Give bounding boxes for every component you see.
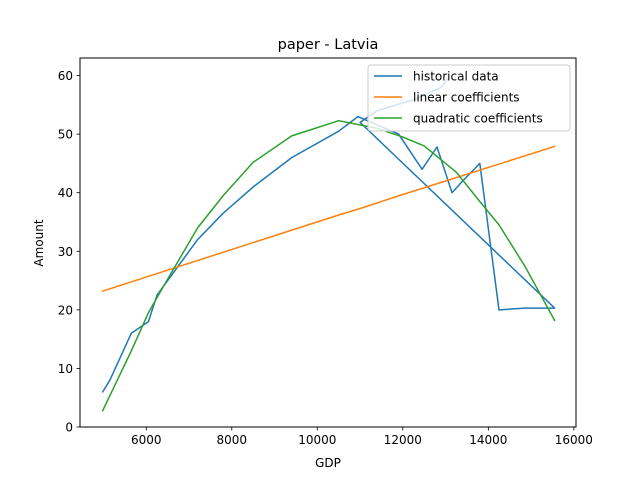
y-tick-label: 40 [58, 186, 73, 200]
x-tick-label: 8000 [217, 433, 248, 447]
y-tick-label: 50 [58, 128, 73, 142]
y-tick-label: 0 [65, 421, 73, 435]
y-tick-label: 20 [58, 303, 73, 317]
series-line-2 [101, 145, 556, 293]
plot-frame [79, 57, 577, 428]
y-axis-label: Amount [32, 219, 46, 266]
legend-label-2: linear coefficients [413, 91, 520, 105]
y-tick-label: 60 [58, 69, 73, 83]
x-tick-label: 14000 [469, 433, 507, 447]
legend-label-3: quadratic coefficients [413, 112, 543, 126]
legend-label-1: historical data [413, 70, 499, 84]
chart-title: paper - Latvia [278, 37, 379, 53]
x-axis-ticks: 6000 8000 10000 12000 14000 16000 [131, 427, 593, 447]
legend-box [367, 64, 571, 132]
series-line-1 [101, 77, 556, 393]
y-axis-ticks: 0 10 20 30 40 50 60 [58, 69, 80, 435]
x-tick-label: 16000 [555, 433, 593, 447]
legend: historical data linear coefficients quadra… [367, 64, 571, 132]
x-tick-label: 12000 [384, 433, 422, 447]
x-tick-label: 10000 [298, 433, 336, 447]
series-line-3 [101, 119, 556, 412]
x-axis-label: GDP [315, 456, 341, 470]
x-tick-label: 6000 [131, 433, 162, 447]
y-tick-label: 10 [58, 362, 73, 376]
series-layer [101, 77, 556, 412]
y-tick-label: 30 [58, 245, 73, 259]
